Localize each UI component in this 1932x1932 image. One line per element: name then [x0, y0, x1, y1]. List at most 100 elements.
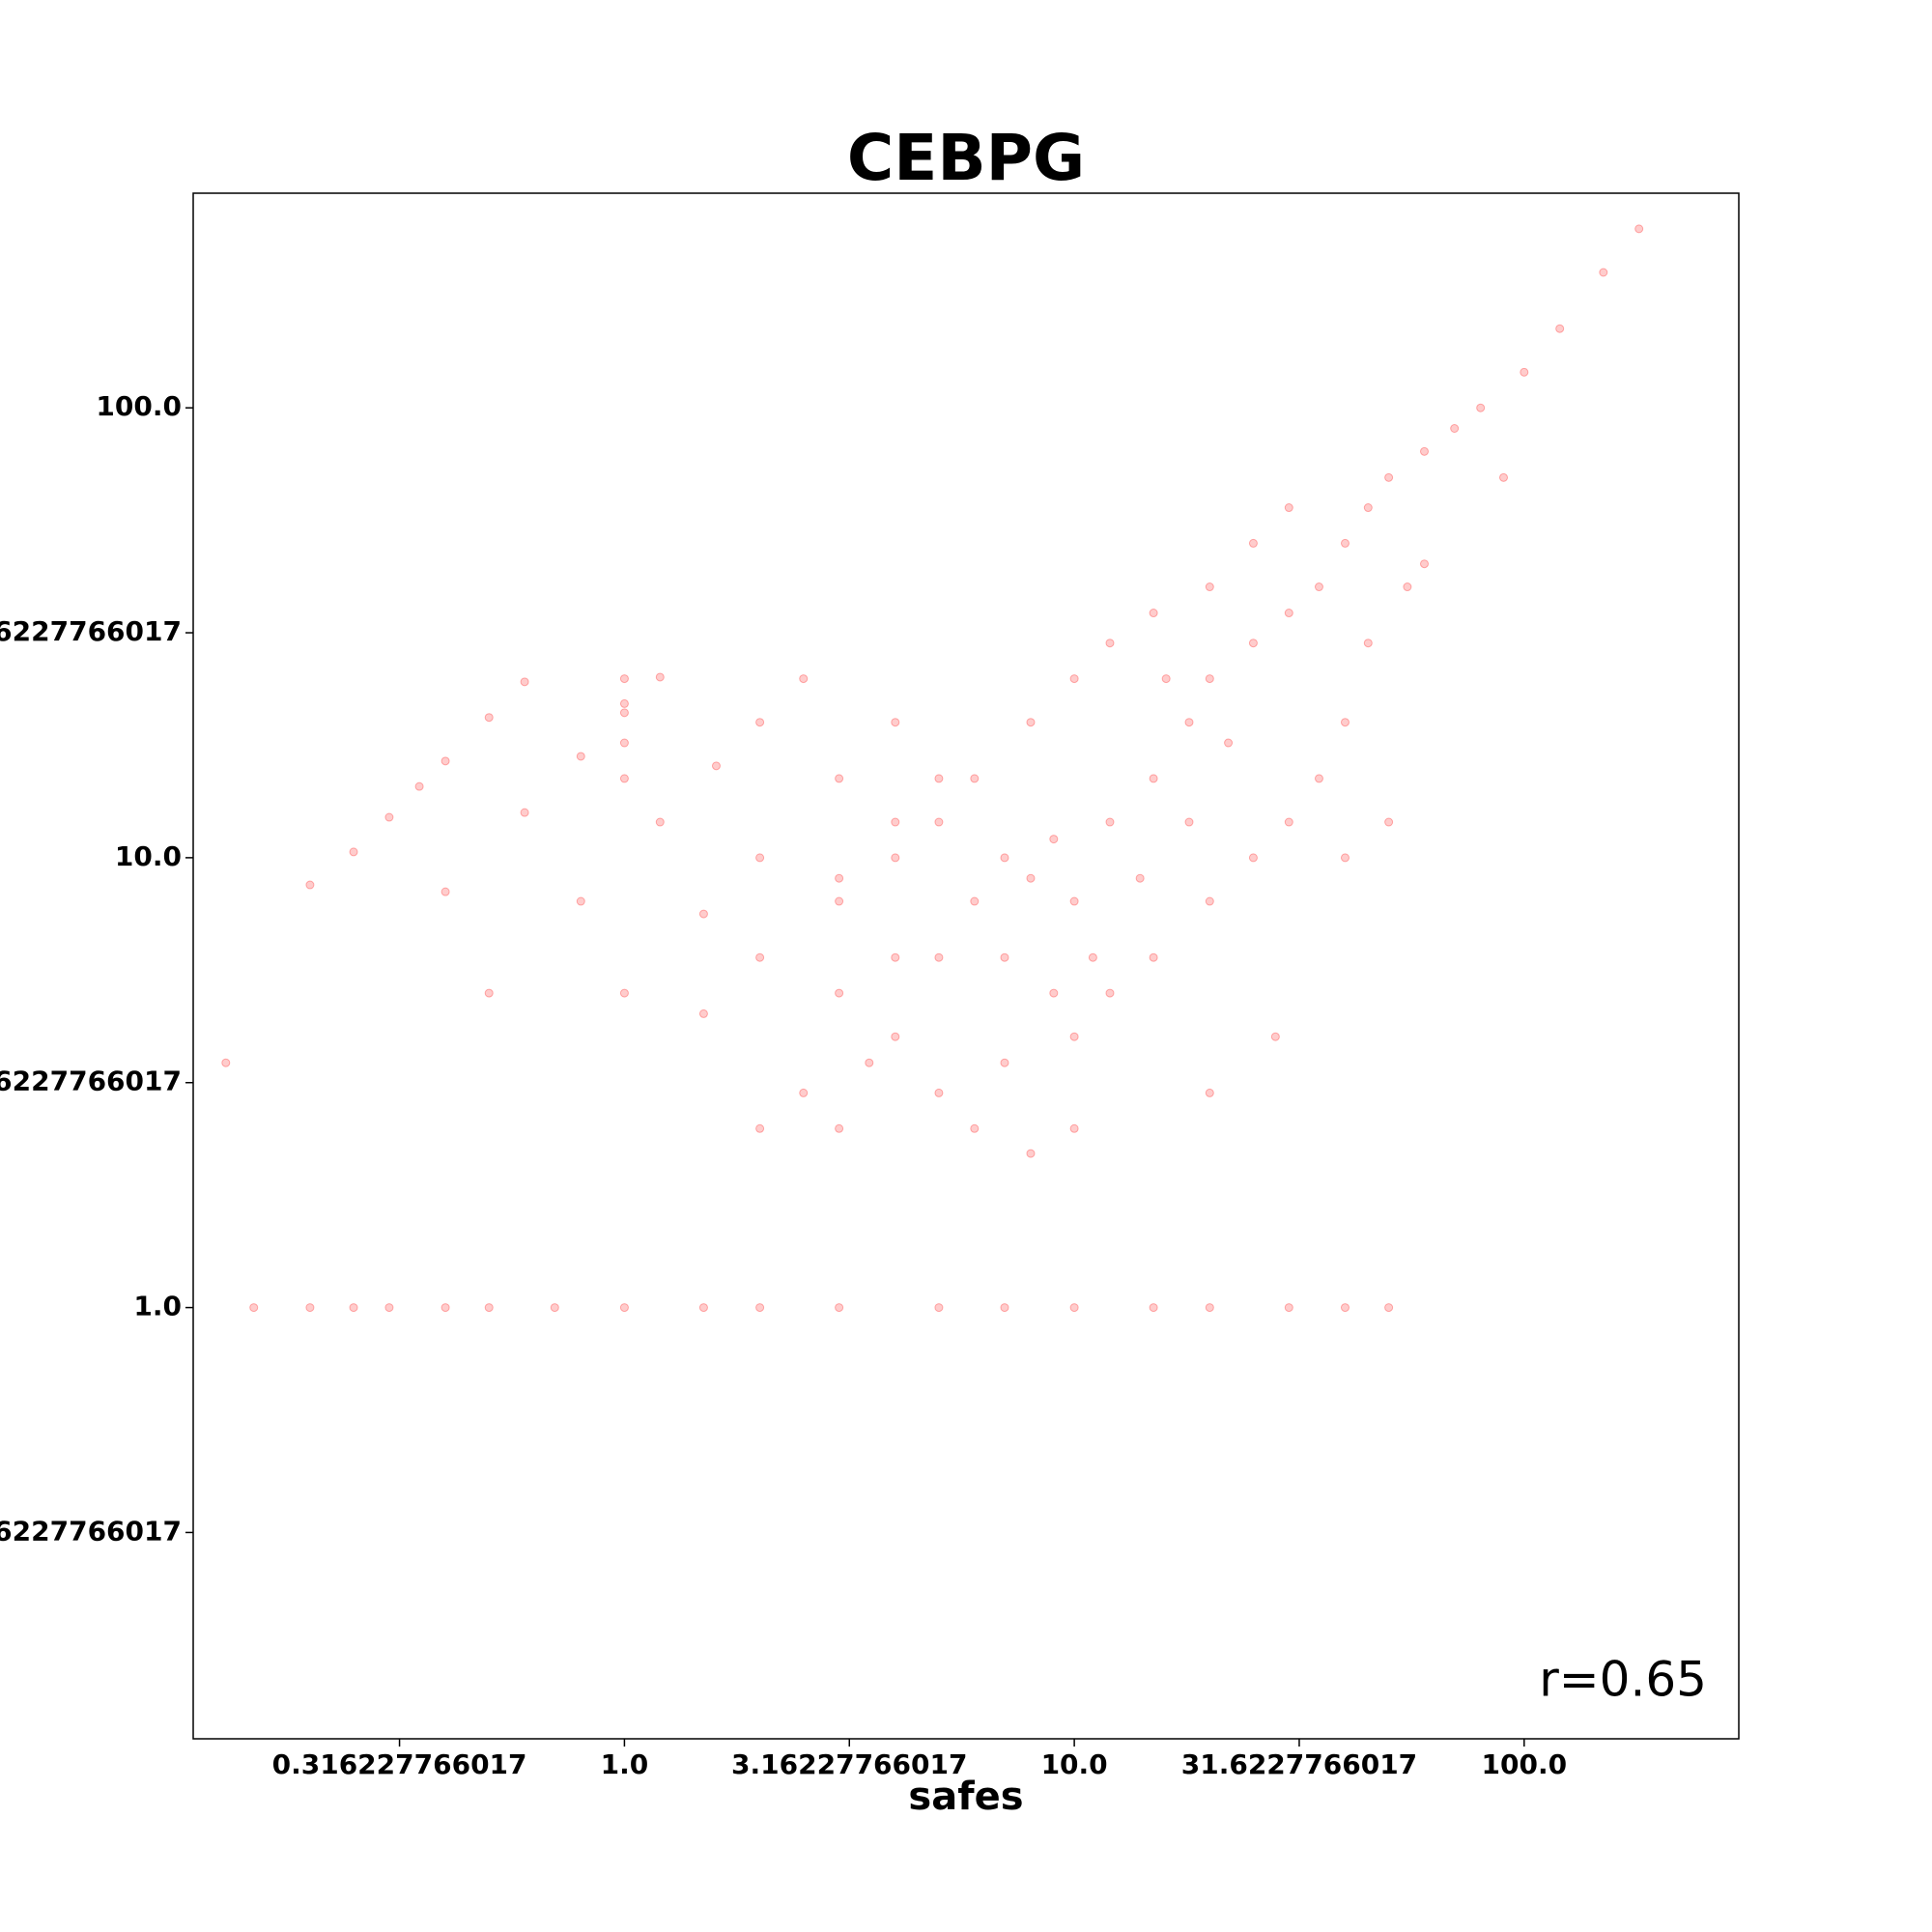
y-tick-label: 100.0	[96, 390, 182, 422]
point	[1314, 582, 1323, 592]
y-tick-label: 3.16227766017	[0, 1065, 182, 1097]
point	[484, 988, 494, 998]
point	[305, 1303, 315, 1313]
point	[970, 896, 980, 906]
x-tick-label: 31.6227766017	[1181, 1748, 1417, 1780]
point	[1205, 582, 1214, 592]
annotation: r=0.65	[1539, 1652, 1707, 1708]
point	[835, 873, 844, 883]
point	[1555, 324, 1565, 333]
point	[384, 1303, 394, 1313]
point	[414, 781, 424, 791]
point	[1270, 1032, 1280, 1041]
point	[550, 1303, 559, 1313]
point	[1520, 367, 1529, 377]
point	[619, 774, 629, 783]
point	[1450, 424, 1460, 434]
point	[1026, 718, 1036, 727]
point	[1088, 952, 1097, 962]
x-axis-label: safes	[908, 1775, 1023, 1819]
point	[440, 887, 450, 896]
point	[520, 808, 529, 817]
point	[799, 674, 809, 684]
point	[1149, 1303, 1158, 1313]
point	[1026, 1149, 1036, 1158]
y-tick-label: 10.0	[115, 840, 182, 872]
point	[576, 896, 585, 906]
point	[1363, 503, 1373, 513]
point	[1363, 639, 1373, 648]
point	[484, 713, 494, 723]
point	[1205, 674, 1214, 684]
point	[1476, 403, 1486, 412]
point	[934, 817, 944, 827]
point	[655, 817, 665, 827]
point	[1284, 817, 1293, 827]
point	[305, 880, 315, 890]
chart-title: CEBPG	[847, 121, 1085, 195]
point	[835, 774, 844, 783]
point	[619, 674, 629, 684]
point	[1634, 224, 1644, 234]
point	[384, 812, 394, 822]
point	[1000, 853, 1009, 863]
point	[891, 817, 900, 827]
x-tick-label: 0.316227766017	[272, 1748, 527, 1780]
point	[934, 952, 944, 962]
point	[835, 896, 844, 906]
point	[1149, 609, 1158, 618]
point	[249, 1303, 259, 1313]
point	[619, 738, 629, 748]
point	[799, 1088, 809, 1097]
point	[835, 1123, 844, 1133]
point	[698, 1303, 708, 1313]
point	[484, 1303, 494, 1313]
point	[1049, 988, 1059, 998]
point	[1205, 896, 1214, 906]
points	[221, 224, 1644, 1313]
point	[1105, 817, 1115, 827]
point	[970, 1123, 980, 1133]
point	[970, 774, 980, 783]
point	[619, 988, 629, 998]
point	[520, 677, 529, 687]
point	[655, 672, 665, 682]
point	[1135, 873, 1145, 883]
y-tick-label: 1.0	[133, 1291, 182, 1322]
point	[835, 988, 844, 998]
point	[1498, 472, 1508, 482]
point	[1069, 1303, 1079, 1313]
point	[698, 1009, 708, 1018]
point	[1403, 582, 1412, 592]
point	[619, 698, 629, 708]
point	[576, 752, 585, 761]
plot-frame	[192, 192, 1740, 1740]
point	[619, 1303, 629, 1313]
point	[934, 1303, 944, 1313]
point	[1340, 718, 1350, 727]
point	[1224, 738, 1234, 748]
y-tick-label: 31.6227766017	[0, 615, 182, 647]
point	[1184, 718, 1194, 727]
point	[835, 1303, 844, 1313]
x-tick-label: 1.0	[601, 1748, 649, 1780]
point	[1340, 1303, 1350, 1313]
point	[1419, 559, 1429, 569]
point	[1284, 609, 1293, 618]
point	[755, 718, 765, 727]
point	[865, 1058, 874, 1067]
point	[1419, 446, 1429, 456]
point	[1248, 639, 1258, 648]
point	[1105, 639, 1115, 648]
point	[891, 853, 900, 863]
point	[1000, 1303, 1009, 1313]
point	[1205, 1088, 1214, 1097]
point	[934, 774, 944, 783]
point	[1248, 853, 1258, 863]
point	[1384, 817, 1394, 827]
point	[1161, 674, 1171, 684]
point	[698, 909, 708, 919]
point	[1284, 503, 1293, 513]
